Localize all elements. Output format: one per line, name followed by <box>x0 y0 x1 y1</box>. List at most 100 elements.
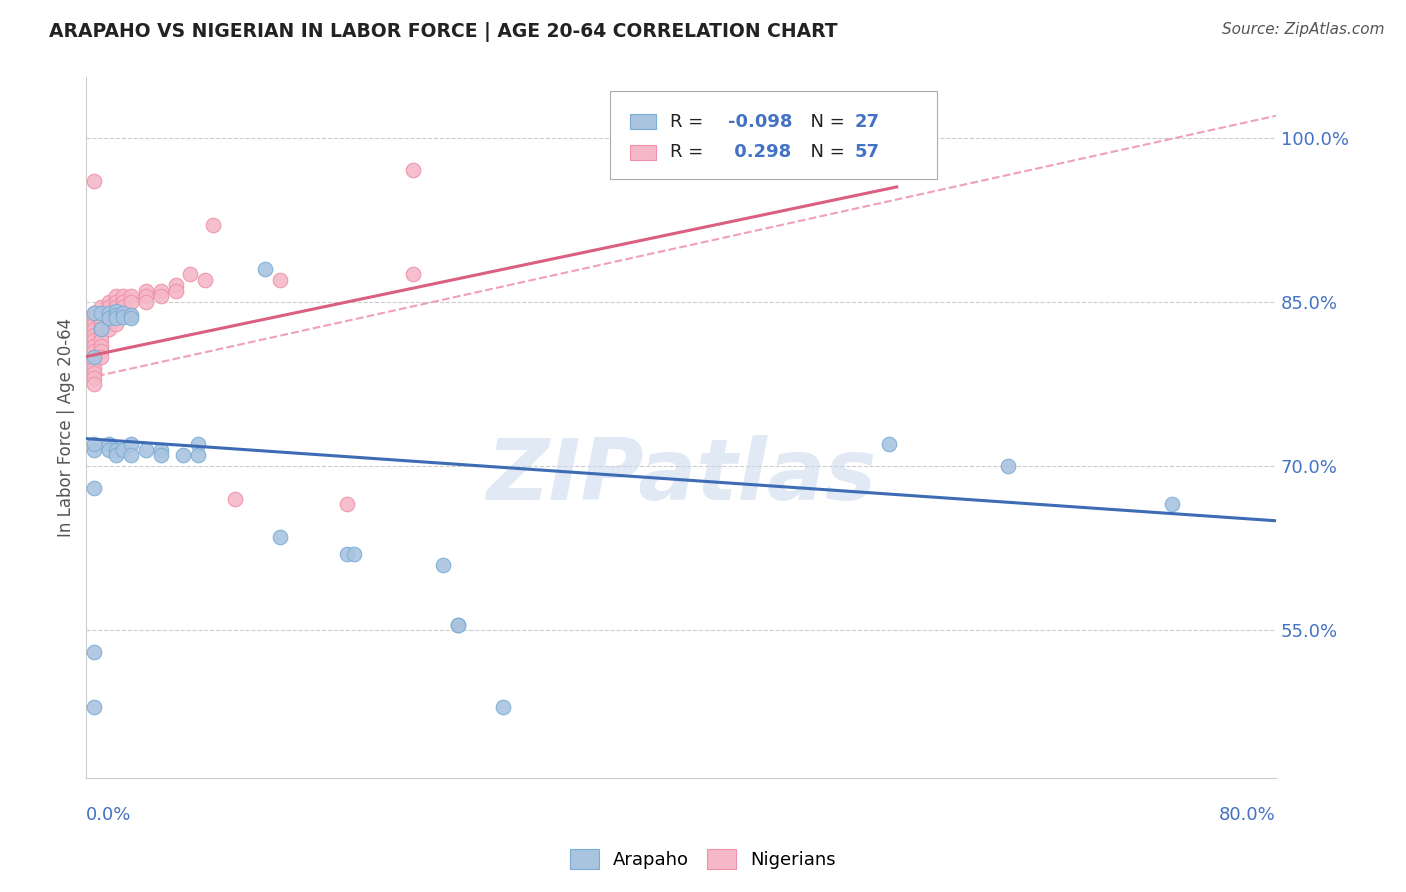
Point <box>149 289 172 303</box>
Point <box>402 268 425 282</box>
Point <box>447 617 470 632</box>
Point <box>112 442 135 457</box>
Point <box>97 442 120 457</box>
Point <box>194 273 217 287</box>
Point <box>105 303 128 318</box>
Point <box>90 317 112 331</box>
Point <box>97 294 120 309</box>
Point <box>165 278 187 293</box>
Point <box>447 617 470 632</box>
Point <box>187 448 209 462</box>
Point <box>83 317 105 331</box>
Bar <box>630 114 657 129</box>
Point <box>97 437 120 451</box>
Point <box>97 306 120 320</box>
Point <box>83 306 105 320</box>
Point <box>97 311 120 326</box>
Point <box>135 284 157 298</box>
Point <box>997 458 1019 473</box>
Point <box>179 268 201 282</box>
Point <box>83 437 105 451</box>
Point <box>112 294 135 309</box>
Point <box>269 273 291 287</box>
Point <box>83 371 105 385</box>
Point <box>120 437 142 451</box>
Point <box>83 311 105 326</box>
Point <box>120 289 142 303</box>
Point <box>112 306 135 320</box>
Point <box>83 174 105 188</box>
Point <box>120 311 142 326</box>
Point <box>90 311 112 326</box>
Point <box>83 355 105 369</box>
Point <box>83 366 105 380</box>
Point <box>97 311 120 326</box>
Point <box>253 262 276 277</box>
Point <box>90 350 112 364</box>
Point <box>90 306 112 320</box>
Point <box>90 322 112 336</box>
Point <box>1160 497 1182 511</box>
Point <box>90 344 112 359</box>
Point <box>269 530 291 544</box>
Point <box>105 311 128 326</box>
Point <box>97 306 120 320</box>
Point <box>97 317 120 331</box>
Point <box>149 284 172 298</box>
Point <box>83 350 105 364</box>
Text: ARAPAHO VS NIGERIAN IN LABOR FORCE | AGE 20-64 CORRELATION CHART: ARAPAHO VS NIGERIAN IN LABOR FORCE | AGE… <box>49 22 838 42</box>
Point <box>201 218 224 232</box>
Point <box>492 699 515 714</box>
Point <box>105 294 128 309</box>
Point <box>83 699 105 714</box>
Point <box>335 547 357 561</box>
Point <box>83 338 105 352</box>
Text: Source: ZipAtlas.com: Source: ZipAtlas.com <box>1222 22 1385 37</box>
Point <box>97 322 120 336</box>
Legend: Arapaho, Nigerians: Arapaho, Nigerians <box>561 839 845 879</box>
Point <box>172 448 194 462</box>
Point <box>135 289 157 303</box>
Point <box>83 376 105 391</box>
Text: R =: R = <box>671 144 710 161</box>
Point <box>120 294 142 309</box>
Point <box>105 442 128 457</box>
Point <box>112 310 135 325</box>
Point <box>135 294 157 309</box>
Text: N =: N = <box>799 112 851 130</box>
Point <box>112 289 135 303</box>
Text: -0.098: -0.098 <box>727 112 792 130</box>
Point <box>83 442 105 457</box>
Point <box>105 289 128 303</box>
Point <box>90 338 112 352</box>
Point <box>120 308 142 322</box>
Point <box>83 327 105 342</box>
Point <box>432 558 454 572</box>
Point <box>105 301 128 315</box>
Point <box>83 645 105 659</box>
Point <box>83 344 105 359</box>
Point <box>97 301 120 315</box>
Point <box>83 350 105 364</box>
Text: 80.0%: 80.0% <box>1219 806 1277 824</box>
Point <box>83 322 105 336</box>
Bar <box>630 145 657 160</box>
Point <box>105 448 128 462</box>
Point <box>83 360 105 375</box>
Point <box>83 481 105 495</box>
Point <box>135 442 157 457</box>
Text: R =: R = <box>671 112 710 130</box>
Point <box>105 317 128 331</box>
Point <box>90 333 112 347</box>
Point <box>165 284 187 298</box>
FancyBboxPatch shape <box>610 92 936 179</box>
Point <box>120 448 142 462</box>
Point <box>90 322 112 336</box>
Text: 0.298: 0.298 <box>727 144 790 161</box>
Point <box>105 311 128 326</box>
Point <box>187 437 209 451</box>
Text: 27: 27 <box>855 112 880 130</box>
Point <box>112 301 135 315</box>
Point <box>149 448 172 462</box>
Text: 0.0%: 0.0% <box>86 806 132 824</box>
